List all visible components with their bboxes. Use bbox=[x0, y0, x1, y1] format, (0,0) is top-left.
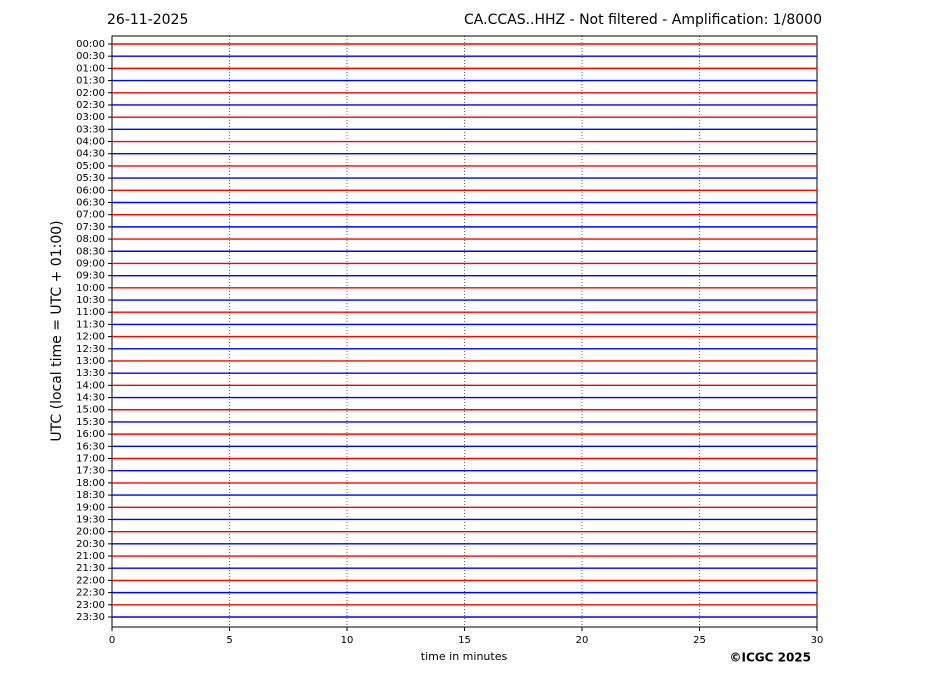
x-tick-label: 10 bbox=[341, 635, 354, 646]
y-tick-label: 04:00 bbox=[76, 137, 105, 148]
x-tick-label: 0 bbox=[109, 635, 115, 646]
y-tick-label: 05:30 bbox=[76, 173, 105, 184]
y-tick-label: 18:00 bbox=[76, 478, 105, 489]
y-tick-label: 00:30 bbox=[76, 51, 105, 62]
y-tick-label: 12:00 bbox=[76, 332, 105, 343]
x-tick-label: 30 bbox=[811, 635, 824, 646]
y-tick-label: 13:00 bbox=[76, 356, 105, 367]
y-tick-label: 10:00 bbox=[76, 283, 105, 294]
y-axis-label: UTC (local time = UTC + 01:00) bbox=[49, 220, 65, 441]
y-tick-label: 02:00 bbox=[76, 88, 105, 99]
y-tick-label: 15:00 bbox=[76, 405, 105, 416]
x-tick-label: 15 bbox=[458, 635, 471, 646]
y-tick-label: 00:00 bbox=[76, 39, 105, 50]
y-tick-label: 11:30 bbox=[76, 319, 105, 330]
y-tick-label: 20:30 bbox=[76, 539, 105, 550]
y-tick-label: 03:00 bbox=[76, 112, 105, 123]
y-tick-label: 22:00 bbox=[76, 575, 105, 586]
y-tick-label: 08:30 bbox=[76, 246, 105, 257]
y-tick-label: 06:30 bbox=[76, 197, 105, 208]
y-tick-label: 22:30 bbox=[76, 588, 105, 599]
y-tick-label: 23:00 bbox=[76, 600, 105, 611]
y-tick-label: 15:30 bbox=[76, 417, 105, 428]
chart-title: CA.CCAS..HHZ - Not filtered - Amplificat… bbox=[464, 12, 822, 28]
y-tick-label: 04:30 bbox=[76, 149, 105, 160]
y-tick-label: 09:00 bbox=[76, 258, 105, 269]
plot-frame bbox=[111, 35, 818, 628]
y-tick-label: 14:30 bbox=[76, 393, 105, 404]
y-tick-label: 09:30 bbox=[76, 271, 105, 282]
y-tick-label: 06:00 bbox=[76, 185, 105, 196]
y-tick-label: 08:00 bbox=[76, 234, 105, 245]
y-tick-label: 03:30 bbox=[76, 124, 105, 135]
y-tick-label: 07:00 bbox=[76, 210, 105, 221]
x-axis-label: time in minutes bbox=[421, 650, 508, 663]
y-tick-label: 19:00 bbox=[76, 502, 105, 513]
y-tick-label: 07:30 bbox=[76, 222, 105, 233]
y-tick-label: 17:30 bbox=[76, 466, 105, 477]
y-tick-label: 21:00 bbox=[76, 551, 105, 562]
y-tick-label: 20:00 bbox=[76, 527, 105, 538]
x-tick-label: 5 bbox=[226, 635, 232, 646]
y-tick-label: 02:30 bbox=[76, 100, 105, 111]
chart-date: 26-11-2025 bbox=[107, 12, 188, 28]
y-tick-label: 01:30 bbox=[76, 76, 105, 87]
y-tick-label: 17:00 bbox=[76, 454, 105, 465]
y-tick-label: 21:30 bbox=[76, 563, 105, 574]
y-tick-label: 01:00 bbox=[76, 63, 105, 74]
credit: ©ICGC 2025 bbox=[729, 651, 811, 665]
y-tick-label: 12:30 bbox=[76, 344, 105, 355]
y-tick-label: 23:30 bbox=[76, 612, 105, 623]
y-tick-label: 16:00 bbox=[76, 429, 105, 440]
y-tick-label: 14:00 bbox=[76, 380, 105, 391]
y-tick-label: 16:30 bbox=[76, 441, 105, 452]
y-tick-label: 19:30 bbox=[76, 514, 105, 525]
y-tick-label: 18:30 bbox=[76, 490, 105, 501]
x-tick-label: 20 bbox=[576, 635, 589, 646]
y-tick-label: 05:00 bbox=[76, 161, 105, 172]
y-tick-label: 10:30 bbox=[76, 295, 105, 306]
x-tick-label: 25 bbox=[693, 635, 706, 646]
y-tick-label: 11:00 bbox=[76, 307, 105, 318]
y-tick-label: 13:30 bbox=[76, 368, 105, 379]
